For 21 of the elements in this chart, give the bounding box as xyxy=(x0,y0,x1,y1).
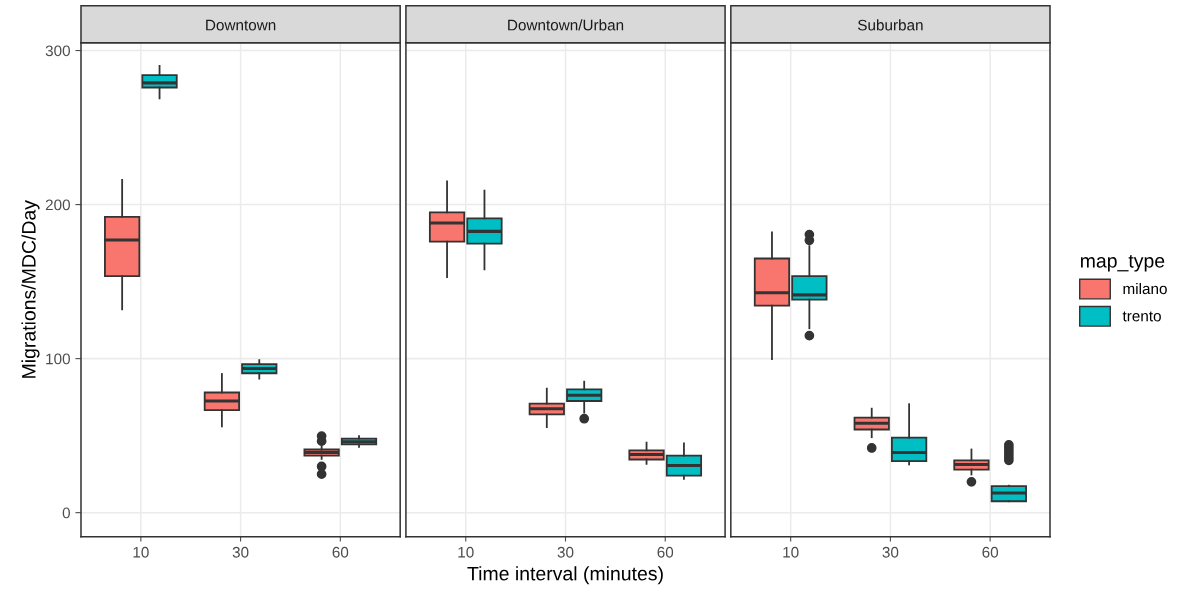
legend-title: map_type xyxy=(1081,254,1165,272)
legend-label: trento xyxy=(1122,311,1161,322)
x-tick-label: 10 xyxy=(133,546,149,558)
chart-title: Downtown/Urban xyxy=(508,19,624,31)
x-axis-title: Time interval (minutes) xyxy=(467,566,663,585)
y-tick-label: 200 xyxy=(45,199,70,211)
x-tick-label: 30 xyxy=(232,546,249,558)
x-tick-label: 60 xyxy=(657,546,674,558)
x-tick-label: 60 xyxy=(982,546,999,558)
y-tick-label: 0 xyxy=(62,507,70,519)
chart-title: Suburban xyxy=(857,19,923,31)
y-axis-title: Migrations/MDC/Day xyxy=(21,200,40,378)
x-tick-label: 30 xyxy=(882,546,899,558)
x-tick-label: 10 xyxy=(783,546,799,558)
legend-label: milano xyxy=(1123,282,1167,295)
y-tick-label: 300 xyxy=(45,45,70,57)
x-tick-label: 60 xyxy=(332,546,349,558)
y-tick-label: 100 xyxy=(46,353,70,365)
chart-title: Downtown xyxy=(206,19,276,31)
x-tick-label: 30 xyxy=(557,546,574,558)
x-tick-label: 10 xyxy=(458,546,474,558)
